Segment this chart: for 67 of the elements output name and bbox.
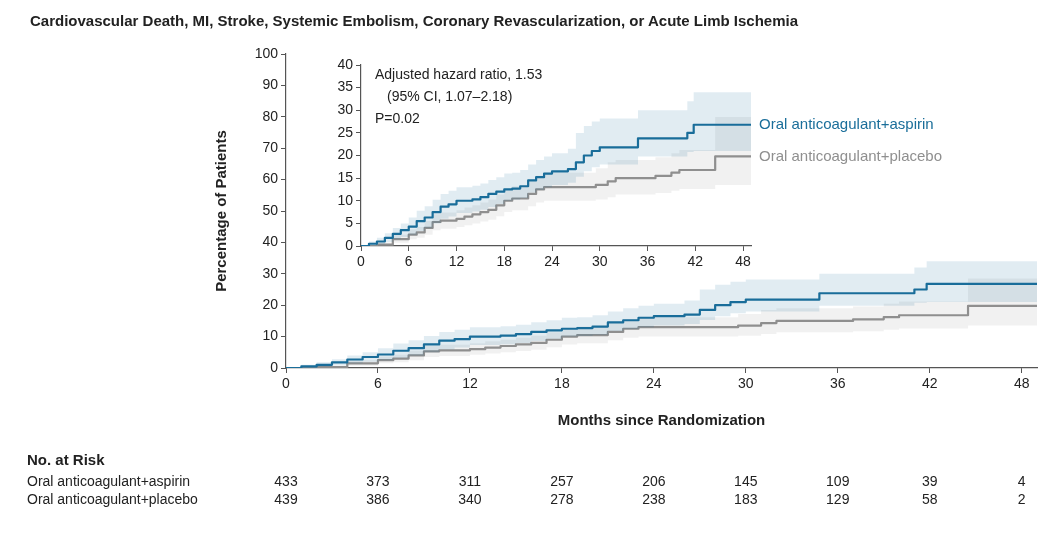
text: 433 xyxy=(274,472,298,489)
y-tick-label: 20 xyxy=(262,296,279,313)
y-tick-label: 35 xyxy=(337,78,354,95)
text: 340 xyxy=(458,490,482,507)
x-tick-label: 36 xyxy=(639,253,656,270)
y-tick-label: 10 xyxy=(337,191,354,208)
series-label: Oral anticoagulant+placebo xyxy=(759,146,943,164)
x-tick-label: 0 xyxy=(357,253,366,270)
y-tick-label: 10 xyxy=(262,327,279,344)
text: 145 xyxy=(734,472,758,489)
y-tick-label: 70 xyxy=(262,139,279,156)
y-tick-label: 30 xyxy=(337,101,354,118)
chart-title: Cardiovascular Death, MI, Stroke, Systemic Embolism, Coronary Revascularization, or Acute Limb Ischemia xyxy=(30,12,799,30)
text: 278 xyxy=(550,490,574,507)
text: 2 xyxy=(1017,490,1026,507)
x-tick-label: 42 xyxy=(921,375,938,392)
y-tick-label: 25 xyxy=(337,123,354,140)
text: 311 xyxy=(458,472,482,489)
text: 206 xyxy=(642,472,666,489)
x-tick-label: 30 xyxy=(591,253,608,270)
text: 373 xyxy=(366,472,390,489)
x-tick-label: 18 xyxy=(554,375,570,392)
text: Oral anticoagulant+placebo xyxy=(27,490,199,507)
text: 58 xyxy=(921,490,938,507)
text: 109 xyxy=(826,472,850,489)
y-tick-label: 80 xyxy=(262,107,279,124)
x-tick-label: 12 xyxy=(462,375,478,392)
annotation: (95% CI, 1.07–2.18) xyxy=(387,87,513,104)
annotation: P=0.02 xyxy=(375,109,420,126)
y-tick-label: 30 xyxy=(262,264,279,281)
text: 238 xyxy=(642,490,666,507)
y-tick-label: 90 xyxy=(262,76,279,93)
series-label: Oral anticoagulant+aspirin xyxy=(759,114,934,132)
x-axis-title: Months since Randomization xyxy=(557,411,766,429)
y-tick-label: 20 xyxy=(337,146,354,163)
x-tick-label: 42 xyxy=(687,253,704,270)
x-tick-label: 30 xyxy=(738,375,754,392)
text: No. at Risk xyxy=(27,451,106,469)
y-tick-label: 0 xyxy=(345,236,354,253)
x-tick-label: 48 xyxy=(735,253,752,270)
x-tick-label: 24 xyxy=(544,253,561,270)
x-tick-label: 18 xyxy=(496,253,513,270)
y-tick-label: 40 xyxy=(337,55,354,72)
x-tick-label: 12 xyxy=(448,253,465,270)
text: 257 xyxy=(550,472,574,489)
annotation: Adjusted hazard ratio, 1.53 xyxy=(375,65,543,82)
text: 129 xyxy=(826,490,850,507)
y-tick-label: 40 xyxy=(262,233,279,250)
text: 439 xyxy=(274,490,298,507)
y-tick-label: 60 xyxy=(262,170,279,187)
text: Oral anticoagulant+aspirin xyxy=(27,472,191,489)
y-tick-label: 100 xyxy=(254,44,279,61)
text: 183 xyxy=(734,490,758,507)
y-tick-label: 50 xyxy=(262,201,279,218)
y-tick-label: 15 xyxy=(337,168,354,185)
x-tick-label: 0 xyxy=(282,375,291,392)
x-tick-label: 6 xyxy=(374,375,383,392)
x-tick-label: 48 xyxy=(1013,375,1030,392)
y-axis-title: Percentage of Patients xyxy=(212,130,230,292)
y-tick-label: 0 xyxy=(270,358,279,375)
text: 39 xyxy=(921,472,938,489)
x-tick-label: 6 xyxy=(404,253,413,270)
x-tick-label: 24 xyxy=(646,375,662,392)
text: 4 xyxy=(1017,472,1026,489)
text: 386 xyxy=(366,490,390,507)
x-tick-label: 36 xyxy=(829,375,846,392)
y-tick-label: 5 xyxy=(345,214,354,231)
